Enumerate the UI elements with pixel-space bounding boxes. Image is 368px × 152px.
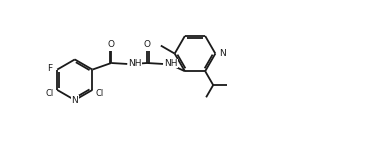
Text: Cl: Cl <box>95 89 104 98</box>
Text: NH: NH <box>128 59 142 68</box>
Text: N: N <box>71 96 78 105</box>
Text: NH: NH <box>164 59 177 68</box>
Text: O: O <box>144 40 151 48</box>
Text: F: F <box>47 64 53 73</box>
Text: N: N <box>219 49 226 58</box>
Text: Cl: Cl <box>46 89 54 98</box>
Text: O: O <box>108 40 115 48</box>
